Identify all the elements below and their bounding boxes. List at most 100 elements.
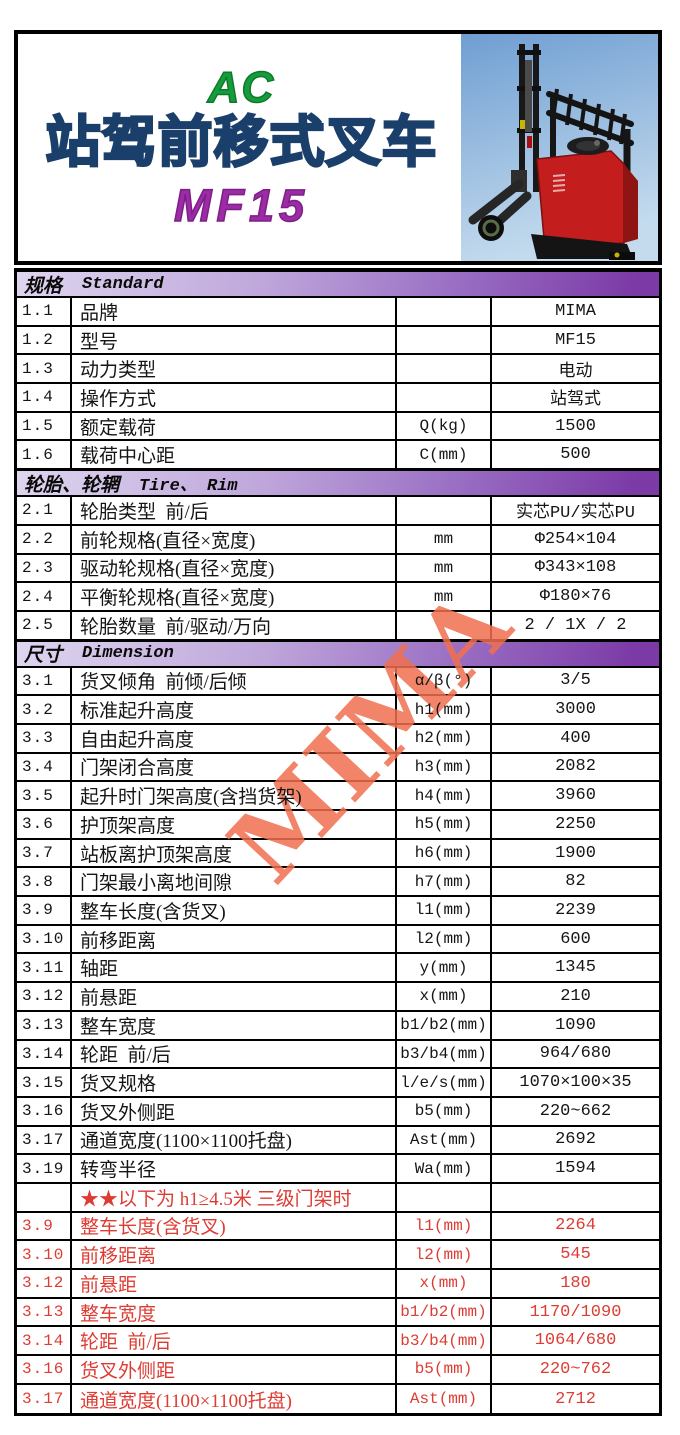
table-row: 3.17 通道宽度(1100×1100托盘) Ast(mm) 2692	[17, 1126, 659, 1156]
row-number-cell: 3.12	[17, 983, 72, 1010]
value-cell: 545	[560, 1245, 591, 1265]
table-row: ★★以下为 h1≥4.5米 三级门架时	[17, 1183, 659, 1213]
section-title-zh: 规格	[24, 275, 63, 297]
row-number-cell: 3.6	[17, 811, 72, 838]
section-title-en: Standard	[82, 274, 164, 294]
symbol-unit-cell: l2(mm)	[397, 1241, 492, 1268]
value-cell: 1064/680	[534, 1331, 617, 1351]
table-row: 3.8 门架最小离地间隙 h7(mm) 82	[17, 868, 659, 898]
table-row: 3.14 轮距 前/后 b3/b4(mm) 964/680	[17, 1040, 659, 1070]
description-cell: ★★以下为 h1≥4.5米 三级门架时	[72, 1183, 397, 1211]
table-row: 3.15 货叉规格 l/e/s(mm) 1070×100×35	[17, 1069, 659, 1098]
value-cell: 2239	[555, 900, 596, 920]
title-text-group: AC 站驾前移式叉车 MF15	[18, 34, 465, 261]
symbol-unit-cell: b1/b2(mm)	[397, 1298, 492, 1326]
row-number-cell: 1.5	[17, 412, 72, 440]
description-cell: 前轮规格(直径×宽度)	[72, 525, 397, 553]
table-row: 1.5 额定载荷 Q(kg) 1500	[17, 412, 659, 442]
description-cell: 轴距	[72, 954, 397, 982]
table-row: 3.10 前移距离 l2(mm) 545	[17, 1241, 659, 1270]
table-row: 3.17 通道宽度(1100×1100托盘) Ast(mm) 2712	[17, 1384, 659, 1414]
table-row: 3.13 整车宽度 b1/b2(mm) 1090	[17, 1011, 659, 1041]
row-number-cell: 3.1	[17, 667, 72, 695]
value-cell: 3000	[555, 700, 596, 720]
description-cell: 前移距离	[72, 925, 397, 953]
symbol-unit-cell: l/e/s(mm)	[397, 1069, 492, 1096]
symbol-unit-cell: b5(mm)	[397, 1097, 492, 1125]
symbol-unit-cell: α/β(°)	[397, 667, 492, 695]
symbol-unit-cell: h2(mm)	[397, 724, 492, 752]
value-cell: 电动	[558, 362, 593, 382]
table-row: 2.1 轮胎类型 前/后 实芯PU/实芯PU	[17, 497, 659, 526]
symbol-unit-cell: x(mm)	[397, 1270, 492, 1297]
value-cell: 400	[560, 728, 591, 748]
table-row: 3.3 自由起升高度 h2(mm) 400	[17, 724, 659, 754]
symbol-unit-cell: b3/b4(mm)	[397, 1040, 492, 1068]
table-row: 3.14 轮距 前/后 b3/b4(mm) 1064/680	[17, 1327, 659, 1357]
forklift-illustration	[461, 34, 658, 261]
table-row: 2.2 前轮规格(直径×宽度) mm Φ254×104	[17, 525, 659, 555]
symbol-unit-cell: b3/b4(mm)	[397, 1327, 492, 1355]
value-cell: 实芯PU/实芯PU	[515, 504, 635, 524]
model-number: MF15	[173, 179, 310, 231]
table-row: 2.5 轮胎数量 前/驱动/万向 2 / 1X / 2	[17, 611, 659, 641]
symbol-unit-cell	[397, 497, 492, 524]
symbol-unit-cell: h3(mm)	[397, 753, 492, 781]
symbol-unit-cell: mm	[397, 583, 492, 610]
description-cell: 品牌	[72, 298, 397, 325]
symbol-unit-cell: Ast(mm)	[397, 1126, 492, 1154]
description-cell: 载荷中心距	[72, 441, 397, 469]
value-cell: 180	[560, 1273, 591, 1293]
table-row: 3.10 前移距离 l2(mm) 600	[17, 925, 659, 955]
description-cell: 整车长度(含货叉)	[72, 897, 397, 924]
table-row: 1.3 动力类型 电动	[17, 355, 659, 385]
description-cell: 通道宽度(1100×1100托盘)	[72, 1384, 397, 1414]
table-row: 3.1 货叉倾角 前倾/后倾 α/β(°) 3/5	[17, 667, 659, 697]
section-header: 轮胎、轮辋 Tire、 Rim	[17, 470, 659, 498]
symbol-unit-cell: x(mm)	[397, 983, 492, 1010]
row-number-cell: 1.4	[17, 384, 72, 411]
section-title-zh: 尺寸	[24, 645, 63, 667]
value-cell: 500	[560, 445, 591, 465]
row-number-cell: 1.6	[17, 441, 72, 469]
symbol-unit-cell: h5(mm)	[397, 811, 492, 838]
description-cell: 动力类型	[72, 355, 397, 383]
row-number-cell: 2.1	[17, 497, 72, 524]
row-number-cell: 2.4	[17, 583, 72, 610]
row-number-cell: 3.14	[17, 1040, 72, 1068]
table-row: 3.9 整车长度(含货叉) l1(mm) 2239	[17, 897, 659, 926]
forklift-photo	[461, 34, 658, 261]
row-number-cell: 3.8	[17, 868, 72, 896]
row-number-cell: 2.2	[17, 525, 72, 553]
description-cell: 驱动轮规格(直径×宽度)	[72, 554, 397, 582]
symbol-unit-cell: mm	[397, 554, 492, 582]
description-cell: 货叉规格	[72, 1069, 397, 1096]
description-cell: 平衡轮规格(直径×宽度)	[72, 583, 397, 610]
value-cell: 1070×100×35	[519, 1073, 632, 1093]
row-number-cell: 3.10	[17, 925, 72, 953]
symbol-unit-cell: Wa(mm)	[397, 1155, 492, 1182]
row-number-cell: 3.16	[17, 1356, 72, 1383]
product-name: 站驾前移式叉车	[44, 109, 438, 174]
symbol-unit-cell	[397, 326, 492, 354]
description-cell: 货叉外侧距	[72, 1097, 397, 1125]
symbol-unit-cell: C(mm)	[397, 441, 492, 469]
row-number-cell: 3.4	[17, 753, 72, 781]
table-row: 3.4 门架闭合高度 h3(mm) 2082	[17, 753, 659, 783]
table-row: 3.12 前悬距 x(mm) 210	[17, 983, 659, 1012]
value-cell: 220~662	[539, 1101, 612, 1121]
table-row: 3.16 货叉外侧距 b5(mm) 220~762	[17, 1356, 659, 1385]
symbol-unit-cell	[397, 611, 492, 639]
value-cell: 站驾式	[550, 391, 601, 411]
title-block: AC 站驾前移式叉车 MF15	[14, 30, 662, 265]
section-header: 规格 Standard	[17, 271, 659, 298]
table-row: 2.3 驱动轮规格(直径×宽度) mm Φ343×108	[17, 554, 659, 584]
row-number-cell: 1.1	[17, 298, 72, 325]
table-row: 1.1 品牌 MIMA	[17, 298, 659, 327]
table-row: 3.5 起升时门架高度(含挡货架) h4(mm) 3960	[17, 782, 659, 811]
value-cell: 82	[565, 872, 586, 892]
row-number-cell: 3.15	[17, 1069, 72, 1096]
value-cell: MF15	[555, 330, 596, 350]
symbol-unit-cell: b5(mm)	[397, 1356, 492, 1383]
description-cell: 货叉外侧距	[72, 1356, 397, 1383]
